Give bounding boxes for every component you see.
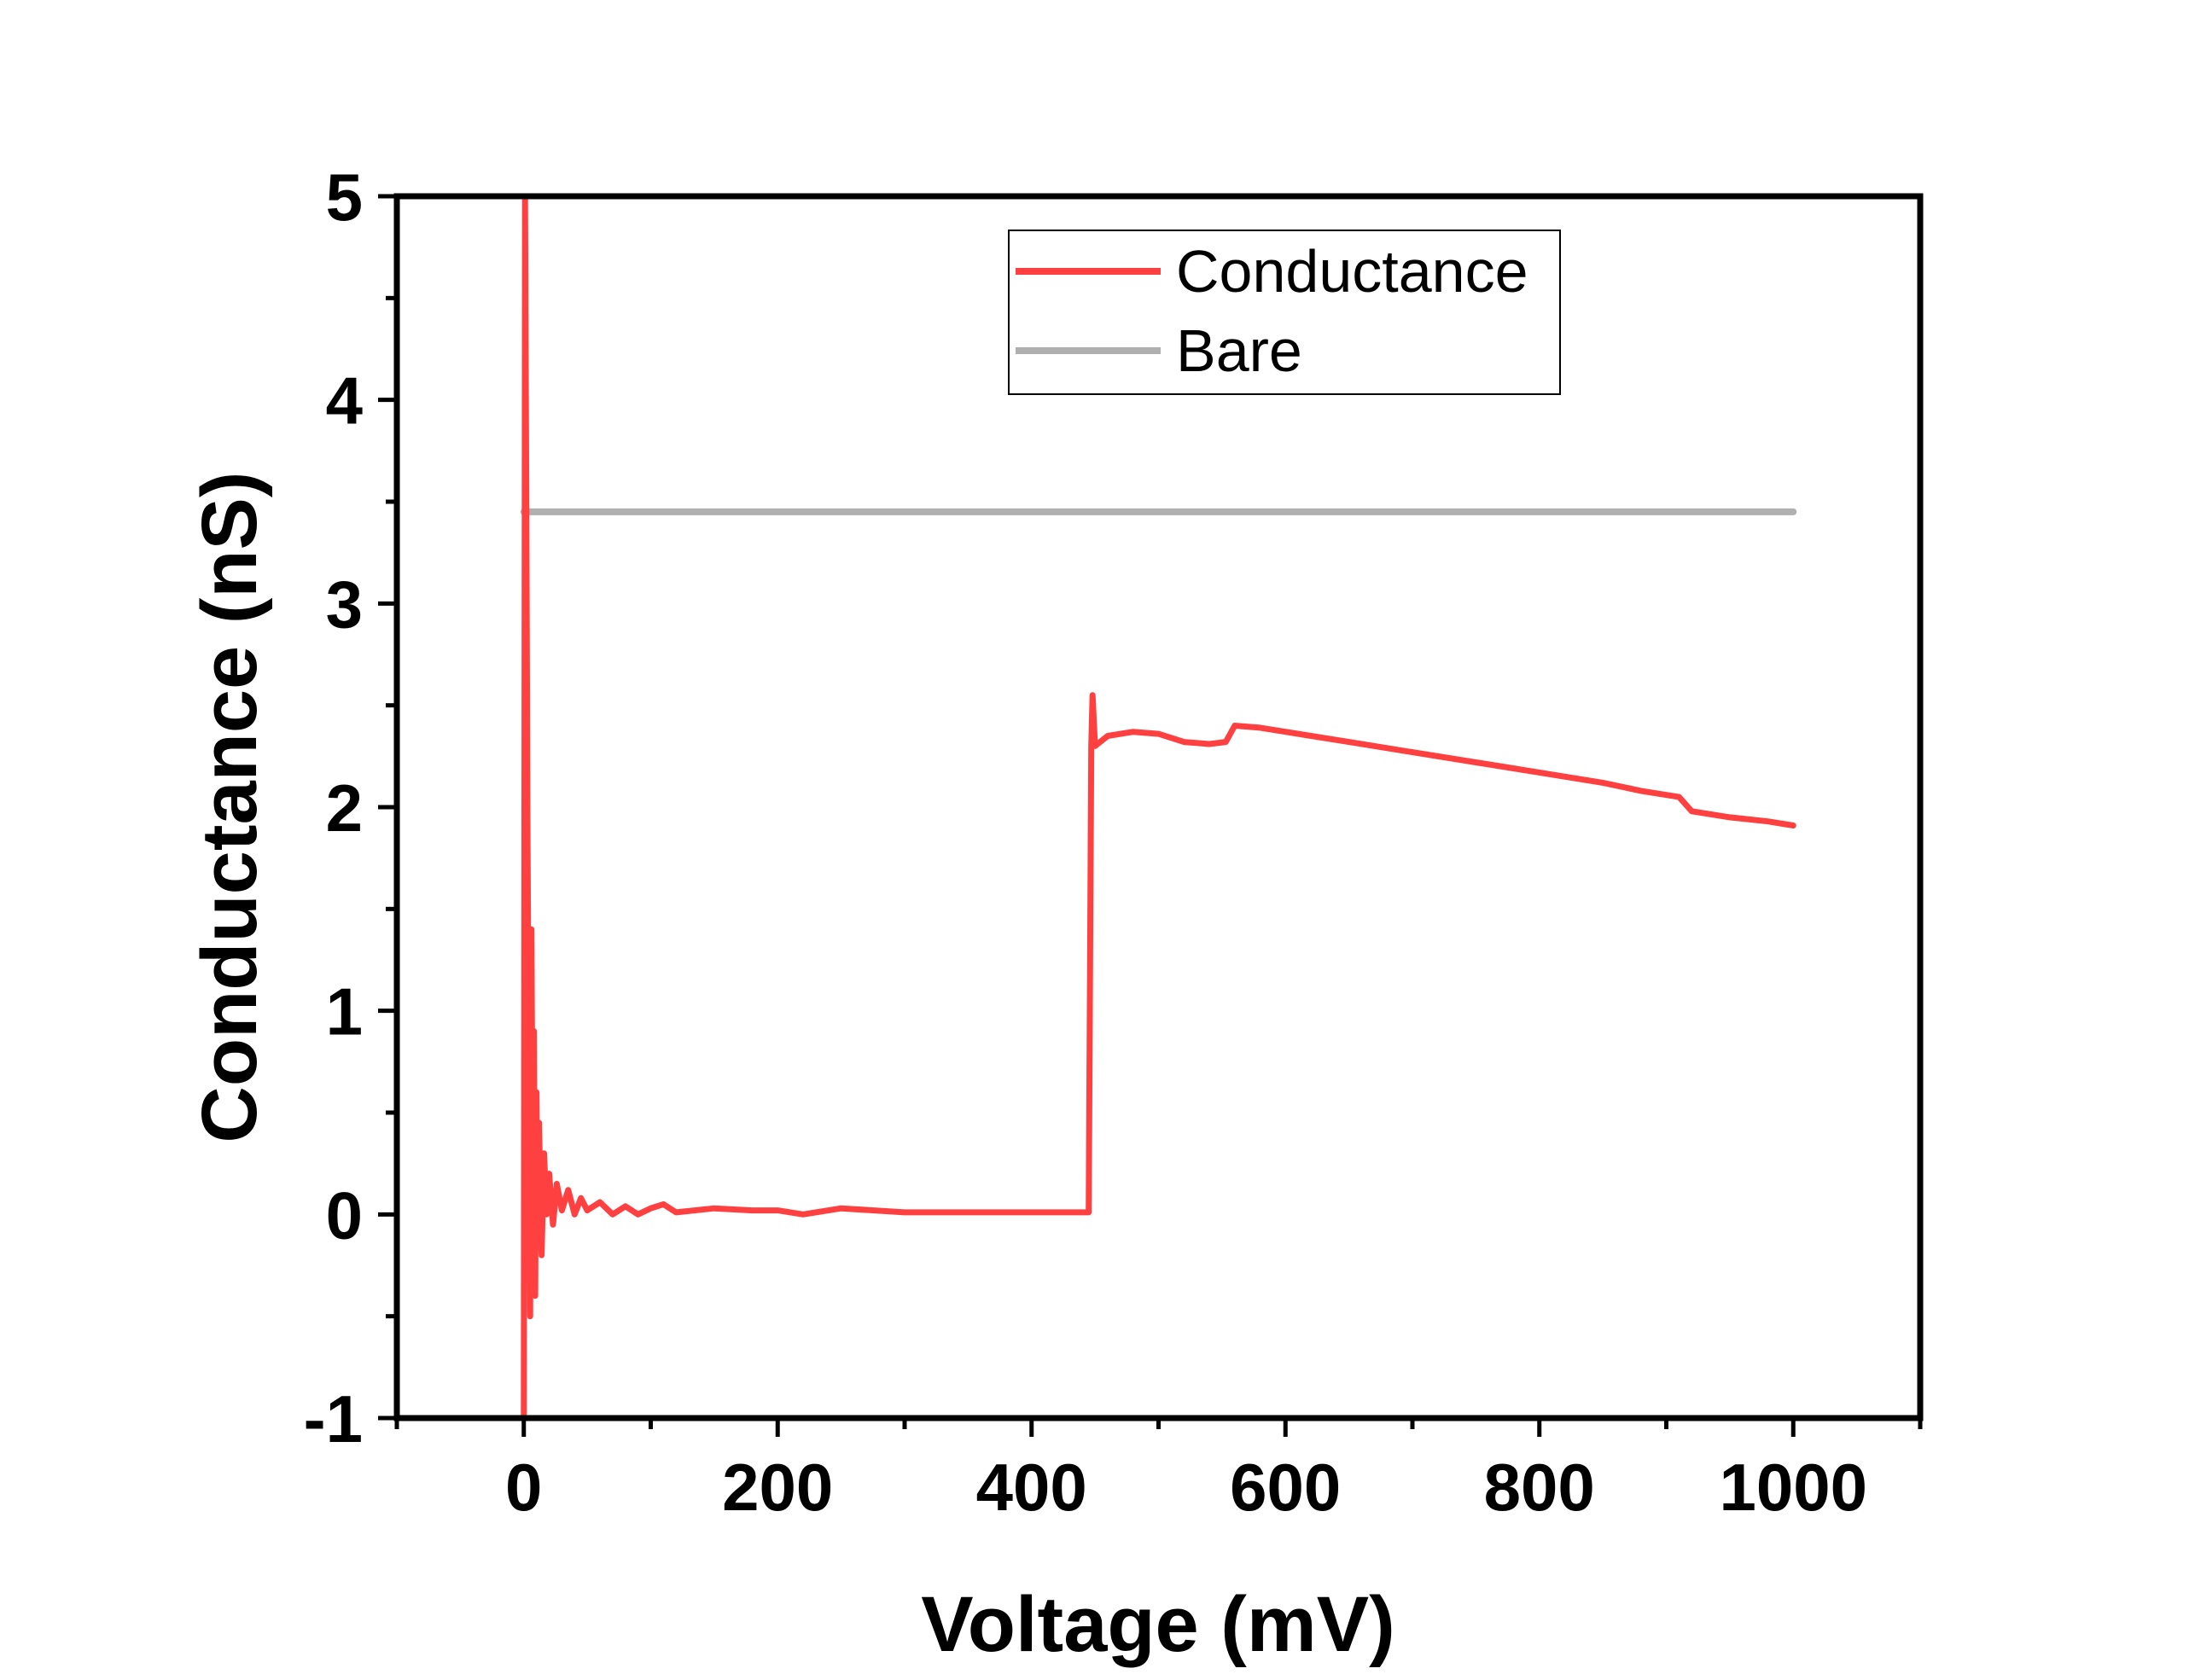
series-layer bbox=[520, 196, 1797, 1418]
x-axis-title: Voltage (mV) bbox=[921, 1581, 1394, 1668]
y-tick-label: 0 bbox=[326, 1177, 363, 1253]
legend-box bbox=[1008, 230, 1561, 395]
y-tick-label: 2 bbox=[326, 770, 363, 846]
x-tick-label: 800 bbox=[1484, 1450, 1595, 1525]
x-tick-label: 600 bbox=[1230, 1450, 1341, 1525]
legend: Conductance Bare bbox=[1008, 230, 1561, 395]
y-tick-label: 1 bbox=[326, 974, 363, 1049]
y-tick-label: 5 bbox=[326, 160, 363, 235]
y-tick-label: 3 bbox=[326, 567, 363, 642]
x-tick-label: 200 bbox=[722, 1450, 833, 1525]
legend-label-conductance: Conductance bbox=[1176, 238, 1528, 305]
x-tick-label: 1000 bbox=[1719, 1450, 1867, 1525]
legend-label-bare: Bare bbox=[1176, 317, 1302, 384]
series-line-conductance bbox=[521, 196, 1796, 1418]
x-tick-label: 400 bbox=[976, 1450, 1087, 1525]
x-tick-label: 0 bbox=[505, 1450, 542, 1525]
y-tick-label: 4 bbox=[326, 363, 363, 439]
x-axis: 0 200 400 600 800 1000 bbox=[394, 1418, 1923, 1525]
y-axis: -1 0 1 2 3 4 5 bbox=[304, 160, 397, 1456]
y-axis-title: Conductance (nS) bbox=[186, 471, 273, 1142]
plot-area bbox=[397, 196, 1920, 1418]
y-tick-label: -1 bbox=[304, 1381, 363, 1456]
